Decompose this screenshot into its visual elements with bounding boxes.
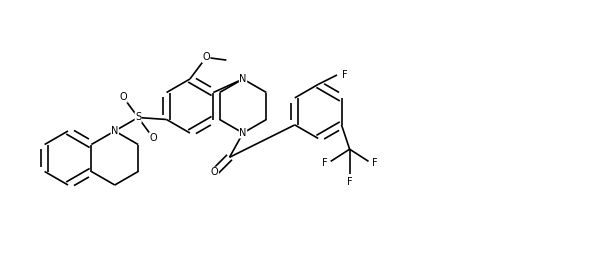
Text: S: S xyxy=(135,113,141,123)
Text: O: O xyxy=(202,52,210,63)
Text: N: N xyxy=(240,128,247,138)
Text: O: O xyxy=(149,133,157,143)
Text: F: F xyxy=(322,158,327,168)
Text: F: F xyxy=(347,177,352,186)
Text: F: F xyxy=(342,70,348,80)
Text: O: O xyxy=(119,92,127,102)
Text: N: N xyxy=(240,74,247,84)
Text: N: N xyxy=(111,126,119,136)
Text: O: O xyxy=(211,167,219,177)
Text: F: F xyxy=(371,158,377,168)
